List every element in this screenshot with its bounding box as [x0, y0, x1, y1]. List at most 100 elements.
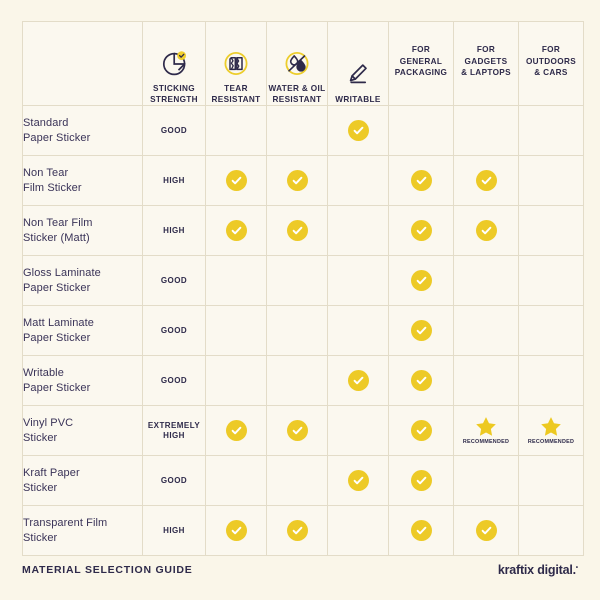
- feature-cell-water: [266, 305, 328, 356]
- cell-content: [206, 256, 266, 305]
- check-badge-icon: [347, 470, 369, 491]
- feature-cell-water: [266, 155, 328, 206]
- cell-content: [389, 506, 453, 555]
- feature-cell-tear: [205, 455, 267, 506]
- cell-content: [328, 156, 388, 205]
- cell-content: [328, 356, 388, 405]
- table-row: Transparent Film Sticker HIGH: [22, 505, 584, 556]
- column-header-for-general-packaging: FOR GENERAL PACKAGING: [388, 21, 454, 106]
- cell-content: [389, 106, 453, 155]
- recommended-label: RECOMMENDED: [462, 439, 510, 445]
- cell-content: [454, 206, 518, 255]
- table-body: Standard Paper Sticker GOOD Non Tear Film …: [22, 105, 584, 556]
- material-name-cell: Transparent Film Sticker: [22, 505, 143, 556]
- feature-cell-packaging: [388, 155, 454, 206]
- feature-cell-gadgets: [453, 305, 519, 356]
- cell-content: [206, 456, 266, 505]
- column-header-water-oil-resistant: WATER & OIL RESISTANT: [266, 21, 328, 106]
- cell-content: [267, 456, 327, 505]
- material-comparison-table: STICKING STRENGTH: [22, 21, 584, 556]
- check-badge-icon: [475, 220, 497, 241]
- material-name-cell: Standard Paper Sticker: [22, 105, 143, 156]
- feature-cell-outdoors: [518, 355, 584, 406]
- check-badge-icon: [286, 220, 308, 241]
- cell-content: [267, 156, 327, 205]
- cell-content: [206, 506, 266, 555]
- cell-content: [519, 206, 583, 255]
- check-badge-icon: [410, 270, 432, 291]
- table-row: Vinyl PVC Sticker EXTREMELY HIGH RECOMMEND…: [22, 405, 584, 456]
- cell-content: [454, 106, 518, 155]
- sticking-strength-cell: GOOD: [142, 455, 206, 506]
- sticking-strength-cell: HIGH: [142, 205, 206, 256]
- cell-content: [519, 156, 583, 205]
- table-row: Non Tear Film Sticker (Matt) HIGH: [22, 205, 584, 256]
- check-badge-icon: [410, 470, 432, 491]
- feature-cell-packaging: [388, 305, 454, 356]
- feature-cell-outdoors: [518, 455, 584, 506]
- table-row: Standard Paper Sticker GOOD: [22, 105, 584, 156]
- column-header-material: [22, 21, 143, 106]
- column-header-label: FOR GADGETS & LAPTOPS: [461, 45, 511, 78]
- feature-cell-writable: [327, 155, 389, 206]
- table-row: Kraft Paper Sticker GOOD: [22, 455, 584, 506]
- tear-resistant-icon: [222, 49, 250, 79]
- column-header-label: FOR OUTDOORS & CARS: [525, 45, 577, 78]
- brand-trademark-icon: •: [575, 564, 578, 571]
- feature-cell-water: [266, 455, 328, 506]
- feature-cell-gadgets: [453, 255, 519, 306]
- column-header-for-gadgets-laptops: FOR GADGETS & LAPTOPS: [453, 21, 519, 106]
- footer: MATERIAL SELECTION GUIDE kraftix digital…: [22, 560, 578, 580]
- feature-cell-packaging: [388, 255, 454, 306]
- sticking-strength-cell: EXTREMELY HIGH: [142, 405, 206, 456]
- feature-cell-packaging: [388, 455, 454, 506]
- cell-content: [519, 106, 583, 155]
- table-header: STICKING STRENGTH: [22, 21, 584, 106]
- feature-cell-tear: [205, 255, 267, 306]
- check-badge-icon: [410, 220, 432, 241]
- brand-logo: kraftix digital.•: [498, 563, 578, 577]
- column-header-tear-resistant: TEAR RESISTANT: [205, 21, 267, 106]
- cell-content: [267, 306, 327, 355]
- check-badge-icon: [286, 520, 308, 541]
- check-badge-icon: [225, 420, 247, 441]
- cell-content: [519, 256, 583, 305]
- feature-cell-tear: [205, 205, 267, 256]
- cell-content: [454, 256, 518, 305]
- sticking-strength-cell: GOOD: [142, 305, 206, 356]
- check-badge-icon: [410, 170, 432, 191]
- feature-cell-water: [266, 505, 328, 556]
- feature-cell-writable: [327, 355, 389, 406]
- recommended-label: RECOMMENDED: [527, 439, 575, 445]
- cell-content: [267, 106, 327, 155]
- sticking-strength-cell: GOOD: [142, 255, 206, 306]
- cell-content: [454, 506, 518, 555]
- column-header-label: TEAR RESISTANT: [211, 84, 261, 104]
- cell-content: [267, 206, 327, 255]
- check-badge-icon: [410, 420, 432, 441]
- cell-content: [328, 206, 388, 255]
- table-row: Matt Laminate Paper Sticker GOOD: [22, 305, 584, 356]
- cell-content: [328, 306, 388, 355]
- feature-cell-tear: [205, 305, 267, 356]
- cell-content: [519, 456, 583, 505]
- cell-content: [389, 206, 453, 255]
- cell-content: [206, 206, 266, 255]
- feature-cell-packaging: [388, 205, 454, 256]
- feature-cell-tear: [205, 155, 267, 206]
- feature-cell-gadgets: [453, 455, 519, 506]
- feature-cell-tear: [205, 405, 267, 456]
- feature-cell-writable: [327, 105, 389, 156]
- feature-cell-outdoors: RECOMMENDED: [518, 405, 584, 456]
- feature-cell-writable: [327, 505, 389, 556]
- cell-content: [328, 456, 388, 505]
- cell-content: RECOMMENDED: [454, 406, 518, 455]
- cell-content: [454, 156, 518, 205]
- writable-pencil-icon: [343, 60, 373, 90]
- recommended-star-icon: [541, 417, 561, 436]
- sticking-strength-cell: HIGH: [142, 155, 206, 206]
- table-header-row: STICKING STRENGTH: [22, 21, 584, 106]
- material-name-cell: Writable Paper Sticker: [22, 355, 143, 406]
- material-name-cell: Kraft Paper Sticker: [22, 455, 143, 506]
- brand-name: kraftix digital.: [497, 563, 576, 577]
